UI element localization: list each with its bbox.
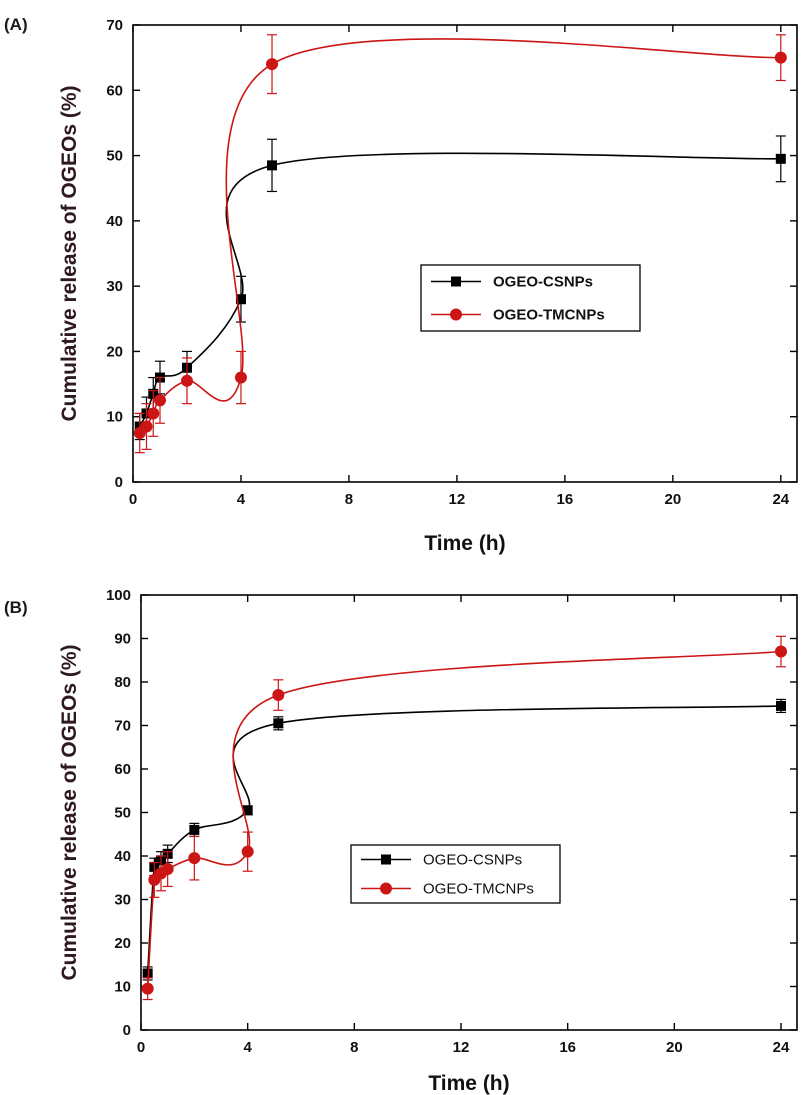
series-line (146, 650, 782, 989)
y-tick-label: 30 (106, 278, 123, 295)
legend: OGEO-CSNPs OGEO-TMCNPs (420, 264, 641, 332)
y-tick-label: 0 (123, 1022, 131, 1039)
y-tick-label: 100 (106, 587, 131, 604)
data-point (180, 374, 193, 387)
data-point (242, 805, 253, 816)
x-tick-label: 4 (243, 1039, 252, 1056)
data-point (266, 58, 279, 71)
chart-panel-b: 0 4 8 12 16 20 24 0 10 20 30 40 50 60 70 80 90 100 Time (h… (58, 587, 798, 1095)
plot-frame (132, 24, 798, 483)
y-tick-label: 70 (114, 718, 131, 735)
series-line (146, 705, 782, 974)
data-point (273, 718, 284, 729)
data-point (235, 294, 246, 305)
x-tick-label: 24 (772, 491, 789, 508)
y-tick-label: 50 (114, 805, 131, 822)
panel-b-label: (B) (4, 598, 28, 617)
series-line (138, 152, 781, 427)
y-tick-label: 20 (106, 343, 123, 360)
x-tick-label: 8 (350, 1039, 358, 1056)
y-tick-label: 60 (106, 82, 123, 99)
data-point (188, 852, 201, 865)
x-tick-label: 0 (129, 491, 137, 508)
series-ogeo-tmcnps (133, 34, 787, 454)
y-tick-label: 20 (114, 935, 131, 952)
data-point (775, 153, 786, 164)
x-tick-label: 20 (666, 1039, 683, 1056)
data-point (140, 420, 153, 433)
y-axis-title: Cumulative release of OGEOs (%) (58, 85, 81, 421)
legend-label: OGEO-CSNPs (493, 274, 593, 291)
x-tick-label: 12 (449, 491, 466, 508)
data-point (241, 845, 254, 858)
x-axis-title: Time (h) (424, 532, 505, 555)
data-point (775, 645, 787, 658)
legend-marker (451, 276, 461, 287)
y-tick-label: 50 (106, 148, 123, 165)
x-tick-label: 16 (559, 1039, 576, 1056)
x-tick-label: 20 (664, 491, 681, 508)
data-point (189, 824, 200, 835)
data-point (153, 394, 166, 407)
y-tick-label: 0 (115, 474, 123, 491)
data-point (776, 700, 786, 711)
x-tick-label: 12 (453, 1039, 470, 1056)
x-axis-title: Time (h) (428, 1072, 509, 1095)
legend-marker (381, 854, 391, 865)
chart-panel-a: 0 4 8 12 16 20 24 0 10 20 30 40 50 60 70 Time (h) Cumula… (58, 17, 798, 555)
y-axis-title: Cumulative release of OGEOs (%) (58, 644, 81, 980)
series-line (139, 38, 781, 434)
data-point (141, 982, 154, 995)
data-point (161, 863, 174, 876)
data-point (142, 968, 153, 979)
y-tick-label: 10 (114, 979, 131, 996)
data-point (272, 689, 285, 702)
data-point (234, 371, 247, 384)
series-ogeo-tmcnps (141, 635, 787, 1001)
panel-a-label: (A) (4, 15, 28, 34)
x-tick-label: 0 (137, 1039, 145, 1056)
series-ogeo-csnps (142, 698, 786, 981)
x-tick-label: 4 (237, 491, 246, 508)
y-tick-label: 40 (106, 213, 123, 230)
plot-frame (140, 594, 798, 1031)
x-tick-label: 24 (773, 1039, 790, 1056)
y-tick-label: 10 (106, 409, 123, 426)
legend-marker (450, 308, 462, 321)
legend-label: OGEO-CSNPs (423, 852, 522, 869)
x-tick-label: 16 (557, 491, 574, 508)
legend: OGEO-CSNPs OGEO-TMCNPs (350, 844, 561, 904)
y-tick-label: 90 (114, 631, 131, 648)
y-tick-label: 30 (114, 892, 131, 909)
data-point (774, 51, 787, 64)
x-tick-label: 8 (345, 491, 353, 508)
y-tick-label: 80 (114, 674, 131, 691)
legend-marker (380, 882, 392, 895)
data-point (147, 407, 160, 420)
y-tick-label: 70 (106, 17, 123, 34)
legend-label: OGEO-TMCNPs (423, 881, 534, 898)
legend-label: OGEO-TMCNPs (493, 307, 605, 324)
y-tick-label: 60 (114, 761, 131, 778)
data-point (267, 160, 278, 171)
y-tick-label: 40 (114, 848, 131, 865)
